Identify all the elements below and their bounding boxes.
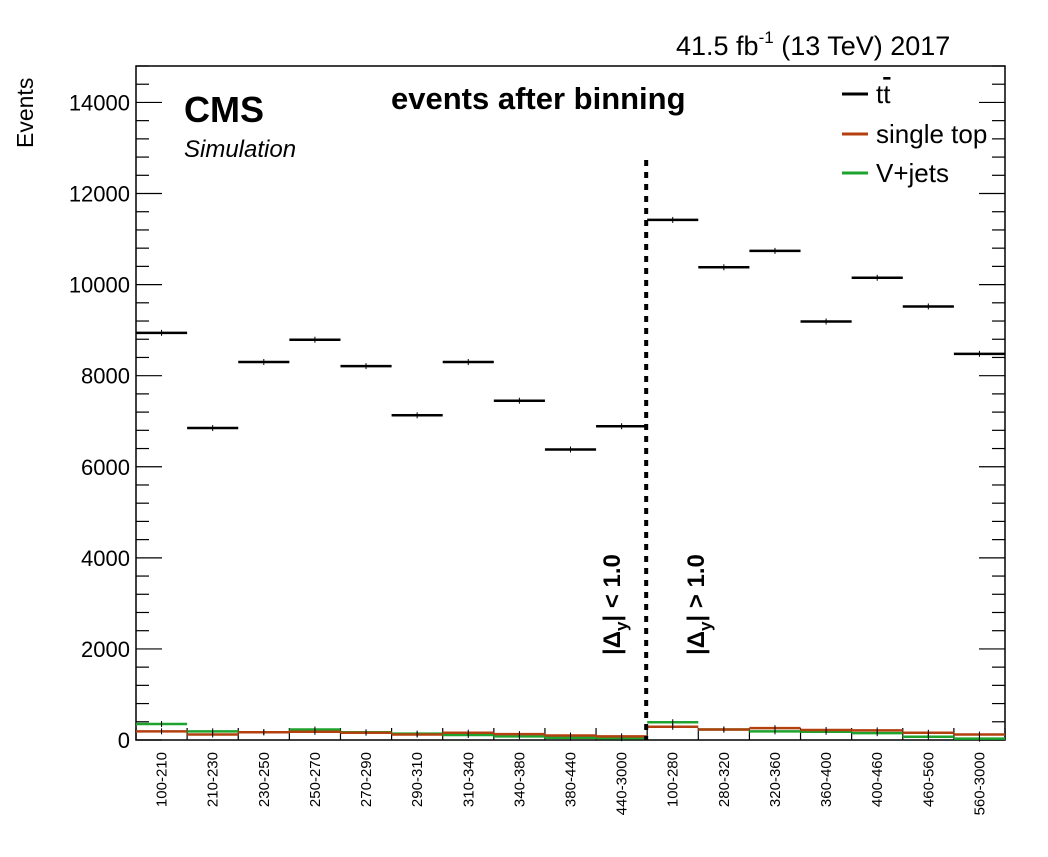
x-tick-label: 340-380 [511,752,528,807]
x-axis: 100-210 210-230 230-250 250-270 270-290 290-3… [135,728,1006,815]
y-tick-label: 6000 [81,455,130,480]
legend-label-single-top: single top [876,119,987,149]
x-tick-label: 100-280 [665,752,682,807]
y-tick-label: 2000 [81,637,130,662]
legend-label-vjets: V+jets [876,158,949,188]
x-tick-label: 230-250 [256,752,273,807]
y-tick-label: 10000 [69,273,130,298]
x-tick-label: 360-400 [818,752,835,807]
x-tick-label: 380-440 [563,752,580,807]
region-label-right: |Δy| > 1.0 [683,554,715,655]
y-tick-label: 4000 [81,546,130,571]
y-axis: 0 2000 4000 6000 8000 10000 12000 14000 [69,65,1005,753]
x-tick-label: 440-3000 [614,752,631,815]
y-axis-label: Events [12,78,38,148]
experiment-label: CMS [184,89,264,130]
x-tick-label: 100-210 [154,752,171,807]
x-tick-label: 210-230 [205,752,222,807]
x-tick-label: 400-460 [869,752,886,807]
experiment-sub-label: Simulation [184,136,296,163]
x-tick-label: 560-3000 [971,752,988,815]
legend-label-ttbar: tt [876,79,891,109]
y-tick-label: 8000 [81,364,130,389]
luminosity-label: 41.5 fb-1 (13 TeV) 2017 [676,28,950,61]
x-tick-label: 460-560 [920,752,937,807]
x-tick-label: 280-320 [716,752,733,807]
y-tick-label: 0 [118,728,130,753]
x-tick-label: 320-360 [767,752,784,807]
x-tick-label: 270-290 [358,752,375,807]
region-label-left: |Δy| < 1.0 [599,554,631,655]
x-tick-label: 310-340 [460,752,477,807]
y-tick-label: 12000 [69,182,130,207]
chart-title: events after binning [391,81,686,116]
legend: tt single top V+jets [842,79,987,188]
x-tick-label: 290-310 [409,752,426,807]
y-tick-label: 14000 [69,90,130,115]
plot-frame [135,65,1006,741]
x-tick-label: 250-270 [307,752,324,807]
series-group [136,216,1005,742]
